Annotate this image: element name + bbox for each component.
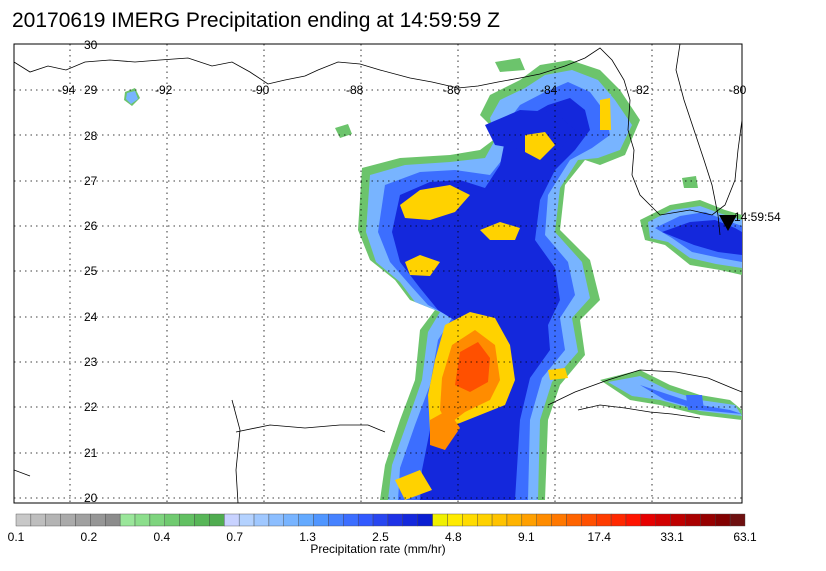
colorbar-swatch [670, 513, 686, 527]
colorbar-tick-label: 17.4 [588, 530, 612, 544]
colorbar-swatch [119, 513, 136, 527]
colorbar-swatch [655, 513, 671, 527]
colorbar-swatch [596, 513, 612, 527]
lat-label: 25 [84, 264, 98, 278]
colorbar-swatch [491, 513, 508, 527]
colorbar-swatch [179, 513, 195, 527]
lon-label: -82 [632, 83, 650, 97]
colorbar-swatch [640, 513, 656, 527]
lat-label: 28 [84, 129, 98, 143]
colorbar-swatch [551, 513, 567, 527]
colorbar-tick-label: 1.3 [299, 530, 316, 544]
colorbar-swatch [462, 513, 478, 527]
swath-time-marker: 14:59:54 [719, 210, 781, 231]
colorbar-axis-label: Precipitation rate (mm/hr) [310, 542, 445, 556]
colorbar-tick-label: 9.1 [518, 530, 535, 544]
colorbar-swatch [432, 513, 448, 527]
colorbar-swatch [625, 513, 642, 527]
lat-label: 21 [84, 446, 98, 460]
colorbar-tick-label: 0.1 [8, 530, 25, 544]
colorbar-swatch [90, 513, 106, 527]
colorbar-swatch [105, 513, 121, 527]
colorbar-labels: 0.1 0.2 0.4 0.7 1.3 2.5 4.8 9.1 17.4 33.1 63.1 [8, 530, 757, 544]
colorbar-tick-label: 4.8 [445, 530, 462, 544]
gridlines [14, 44, 742, 503]
lat-label: 27 [84, 174, 98, 188]
colorbar-tick-label: 2.5 [372, 530, 389, 544]
colorbar-swatch [283, 513, 299, 527]
swath-time-label: 14:59:54 [734, 210, 781, 224]
lon-label: -86 [443, 83, 461, 97]
colorbar-tick-label: 63.1 [733, 530, 757, 544]
colorbar-swatch [164, 513, 180, 527]
colorbar-swatch [238, 513, 255, 527]
colorbar-swatch [194, 513, 210, 527]
latitude-labels: 30 29 28 27 26 25 24 23 22 21 20 [84, 38, 98, 505]
colorbar-swatch [134, 513, 151, 527]
lon-label: -92 [155, 83, 173, 97]
lat-label: 22 [84, 400, 98, 414]
colorbar-swatch [224, 513, 240, 527]
colorbar-tick-label: 0.2 [81, 530, 98, 544]
lat-label: 23 [84, 355, 98, 369]
colorbar-swatch [15, 513, 32, 527]
lon-label: -80 [729, 83, 747, 97]
lat-label: 29 [84, 83, 98, 97]
precipitation-field [124, 58, 742, 500]
longitude-labels: -94 -92 -90 -88 -86 -84 -82 -80 [58, 83, 747, 97]
colorbar-tick-label: 33.1 [660, 530, 684, 544]
colorbar-swatch [610, 513, 627, 527]
colorbar-swatch [715, 513, 731, 527]
colorbar-swatch [149, 513, 165, 527]
colorbar-swatch [357, 513, 374, 527]
lat-label: 26 [84, 219, 98, 233]
colorbar-swatch [685, 513, 701, 527]
map-title: 20170619 IMERG Precipitation ending at 1… [12, 9, 500, 32]
colorbar-swatch [75, 513, 91, 527]
lat-label: 30 [84, 38, 98, 52]
colorbar-swatch [506, 513, 523, 527]
colorbar-swatch [387, 513, 404, 527]
colorbar-swatch [566, 513, 582, 527]
colorbar [15, 513, 746, 527]
colorbar-tick-label: 0.4 [153, 530, 170, 544]
colorbar-swatch [313, 513, 329, 527]
colorbar-swatch [45, 513, 61, 527]
colorbar-swatch [477, 513, 493, 527]
colorbar-swatch [417, 513, 433, 527]
lon-label: -94 [58, 83, 76, 97]
colorbar-swatch [268, 513, 285, 527]
colorbar-swatch [253, 513, 270, 527]
colorbar-swatch [328, 513, 344, 527]
colorbar-swatch [536, 513, 552, 527]
colorbar-tick-label: 0.7 [226, 530, 243, 544]
lat-label: 24 [84, 310, 98, 324]
triangle-marker-icon [719, 215, 737, 231]
lat-label: 20 [84, 491, 98, 505]
colorbar-swatch [447, 513, 463, 527]
colorbar-swatch [729, 513, 746, 527]
lon-label: -84 [540, 83, 558, 97]
colorbar-swatch [700, 513, 716, 527]
colorbar-swatch [581, 513, 597, 527]
colorbar-swatch [402, 513, 418, 527]
colorbar-swatch [343, 513, 359, 527]
lon-label: -90 [252, 83, 270, 97]
lon-label: -88 [346, 83, 364, 97]
colorbar-swatch [60, 513, 76, 527]
colorbar-swatch [298, 513, 314, 527]
colorbar-swatch [372, 513, 389, 527]
colorbar-swatch [521, 513, 537, 527]
colorbar-swatch [209, 513, 225, 527]
colorbar-swatch [30, 513, 46, 527]
